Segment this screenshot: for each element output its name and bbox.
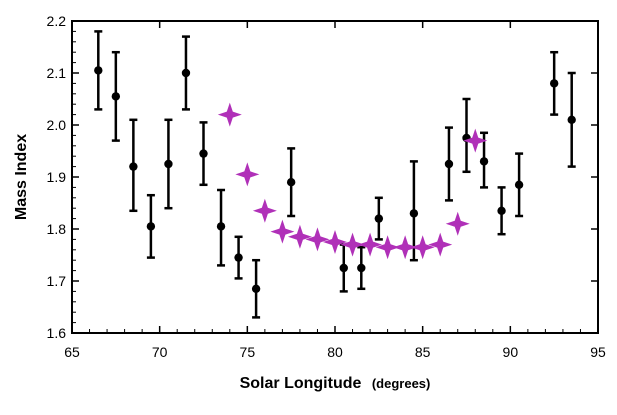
data-point-circle xyxy=(409,209,419,218)
y-tick-label: 1.6 xyxy=(47,325,67,341)
data-point-circle xyxy=(374,214,384,223)
data-point-star xyxy=(340,232,365,257)
data-point-star xyxy=(323,230,347,254)
data-point-star xyxy=(217,102,242,127)
y-tick-label: 1.9 xyxy=(47,169,67,185)
data-point-star xyxy=(375,235,400,260)
x-axis-title-unit: (degrees) xyxy=(372,376,431,391)
data-point-circle xyxy=(251,284,261,293)
plot-frame xyxy=(71,20,599,334)
data-point-circle xyxy=(199,149,208,158)
data-point-circle xyxy=(234,253,243,262)
data-point-star xyxy=(270,219,295,244)
x-tick-label: 85 xyxy=(415,344,431,360)
data-point-star xyxy=(287,224,312,249)
data-point-circle xyxy=(357,263,366,273)
data-point-circle xyxy=(129,162,138,171)
data-point-circle xyxy=(479,157,489,166)
data-point-star xyxy=(305,227,330,252)
data-point-circle xyxy=(497,206,506,215)
data-point-circle xyxy=(111,92,121,101)
data-point-circle xyxy=(94,66,103,75)
x-tick-label: 90 xyxy=(503,344,519,360)
circle-series-group xyxy=(94,66,576,293)
y-tick-label: 2.2 xyxy=(47,13,67,29)
star-series-group xyxy=(217,102,488,260)
data-point-circle xyxy=(549,79,559,88)
data-point-circle xyxy=(444,159,454,169)
data-point-star xyxy=(235,162,260,187)
x-tick-label: 70 xyxy=(152,344,168,360)
data-point-circle xyxy=(181,68,191,78)
y-tick-label: 2.0 xyxy=(47,117,67,133)
data-point-star xyxy=(445,211,470,236)
x-tick-label: 80 xyxy=(327,344,343,360)
x-axis-title-main: Solar Longitude xyxy=(240,375,362,392)
data-point-circle xyxy=(164,159,173,169)
data-point-star xyxy=(393,235,418,260)
data-point-star xyxy=(463,128,488,153)
data-point-circle xyxy=(146,222,156,231)
y-tick-label: 1.7 xyxy=(47,273,67,289)
data-point-circle xyxy=(567,115,576,125)
y-axis-title: Mass Index xyxy=(13,134,30,220)
x-tick-label: 75 xyxy=(240,344,256,360)
data-point-star xyxy=(358,232,383,257)
y-tick-label: 2.1 xyxy=(47,65,67,81)
data-point-circle xyxy=(339,263,348,273)
data-point-circle xyxy=(514,180,524,189)
y-tick-label: 1.8 xyxy=(47,221,67,237)
x-tick-label: 65 xyxy=(64,344,80,360)
x-tick-label: 95 xyxy=(590,344,606,360)
data-point-star xyxy=(428,232,453,257)
data-point-star xyxy=(252,198,277,223)
data-point-circle xyxy=(216,222,226,231)
data-point-star xyxy=(410,235,435,260)
data-point-circle xyxy=(286,178,296,187)
x-axis-title: Solar Longitude (degrees) xyxy=(240,375,431,392)
